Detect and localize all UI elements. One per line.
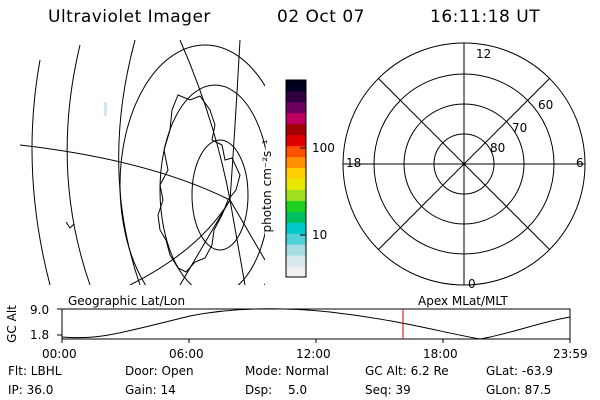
colorbar-label: photon cm⁻²s⁻¹ (260, 139, 274, 233)
colorbar-segment (286, 178, 306, 190)
app-title: Ultraviolet Imager (48, 7, 211, 27)
polar-spoke-diag2 (377, 77, 551, 251)
colorbar-frame (285, 79, 307, 278)
aurora-pixel (104, 102, 107, 116)
geographic-map (20, 40, 265, 285)
gain-readout: Gain: 14 (125, 383, 176, 397)
altitude-curve (61, 308, 571, 340)
ip-readout: IP: 36.0 (8, 383, 54, 397)
y-tick-label-9: 9.0 (30, 303, 50, 317)
mlt-label-0: 0 (468, 277, 476, 291)
lon-line (179, 40, 231, 201)
colorbar-segment (286, 167, 306, 179)
colorbar-segment (286, 90, 306, 103)
time-readout: 16:11:18 UT (430, 7, 541, 27)
colorbar-segment (286, 233, 306, 245)
lon-line (179, 199, 231, 285)
lat-label-60: 60 (538, 98, 554, 112)
colorbar-segment (286, 211, 306, 223)
lat-ring (191, 139, 249, 251)
gcalt-readout: GC Alt: 6.2 Re (365, 364, 449, 378)
dsp-label: Dsp: (245, 383, 273, 397)
lat-arc (66, 44, 91, 285)
colorbar-segment (286, 255, 306, 267)
glon-readout: GLon: 87.5 (486, 383, 552, 397)
lat-label-80: 80 (490, 141, 506, 155)
colorbar (286, 80, 306, 278)
x-tick-label-0000: 00:00 (42, 347, 77, 361)
lat-label-70: 70 (512, 121, 528, 135)
colorbar-segment (286, 222, 306, 234)
lat-arc (31, 59, 51, 285)
colorbar-segment (286, 200, 306, 212)
colorbar-segment (286, 189, 306, 201)
timeline-ylabel: GC Alt (4, 305, 19, 343)
colorbar-tick-label-10: 10 (312, 228, 328, 242)
lon-line (20, 144, 265, 261)
filter-readout: Flt: LBHL (8, 364, 62, 378)
mlt-label-18: 18 (346, 156, 362, 170)
glat-readout: GLat: -63.9 (486, 364, 553, 378)
altitude-timeline (57, 308, 571, 343)
colorbar-segment (286, 145, 306, 158)
y-tick-label-1_8: 1.8 (30, 328, 50, 342)
colorbar-segment (286, 80, 306, 92)
mode-readout: Mode: Normal (245, 364, 329, 378)
colorbar-segment (286, 112, 306, 125)
colorbar-segment (286, 266, 306, 278)
lat-arc (118, 40, 141, 285)
colorbar-segment (286, 123, 306, 136)
colorbar-segment (286, 134, 306, 147)
lon-line (229, 40, 241, 201)
door-readout: Door: Open (125, 364, 194, 378)
mlt-label-12: 12 (476, 47, 492, 61)
lat-ring (159, 84, 265, 285)
colorbar-segment (286, 244, 306, 256)
x-tick-label-0600: 06:00 (169, 347, 204, 361)
dsp-value: 5.0 (288, 383, 308, 397)
lon-line (229, 199, 246, 285)
x-tick-label-2359: 23:59 (553, 347, 588, 361)
x-tick-label-1800: 18:00 (423, 347, 458, 361)
seq-readout: Seq: 39 (365, 383, 411, 397)
x-tick-label-1200: 12:00 (296, 347, 331, 361)
colorbar-segment (286, 101, 306, 114)
timeline-right-title: Apex MLat/MLT (418, 294, 508, 308)
colorbar-segment (286, 156, 306, 169)
polar-plot (342, 42, 586, 286)
coastline-detail (65, 221, 75, 229)
timeline-left-title: Geographic Lat/Lon (68, 294, 186, 308)
timeline-frame (61, 308, 571, 340)
mlt-label-6: 6 (576, 156, 584, 170)
date-readout: 02 Oct 07 (277, 7, 365, 27)
lon-line (129, 199, 231, 285)
coastline (157, 94, 241, 273)
colorbar-tick-label-100: 100 (312, 141, 335, 155)
lat-ring (119, 44, 265, 285)
